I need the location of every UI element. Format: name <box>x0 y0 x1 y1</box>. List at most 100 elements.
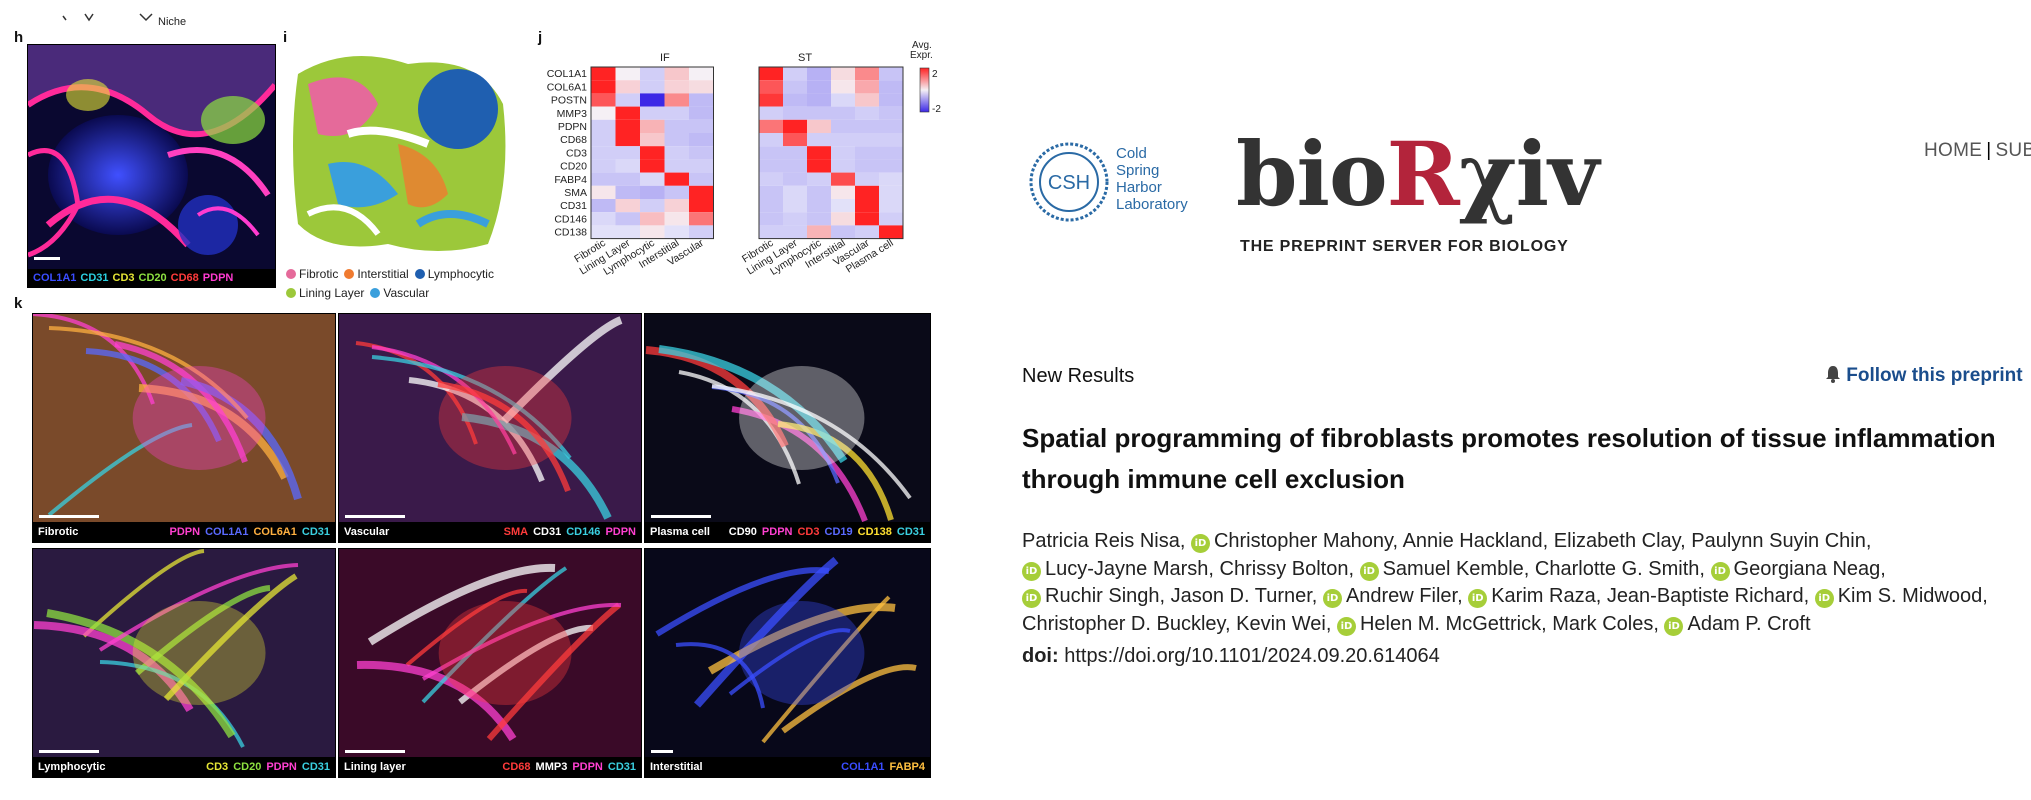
author[interactable]: Kevin Wei, <box>1236 613 1331 635</box>
author-name: Christopher D. Buckley, <box>1022 612 1231 635</box>
orcid-icon[interactable]: iD <box>1322 589 1342 608</box>
csh-abbr: CSH <box>1048 172 1090 194</box>
marker-label: COL1A1 <box>205 526 249 538</box>
author-line: Christopher D. Buckley, Kevin Wei, iD Hel… <box>1022 611 1988 639</box>
figure-panel: Niche h i j k COL1A1 CD31 CD3 CD20 CD68 PDPN <box>0 0 945 800</box>
heatmap-if-cell <box>591 199 616 213</box>
biorxiv-logo[interactable]: bioRχiv <box>1236 124 1599 224</box>
author[interactable]: iD Karim Raza, <box>1468 585 1601 608</box>
author[interactable]: Mark Coles, <box>1552 613 1659 635</box>
doi-line: doi: https://doi.org/10.1101/2024.09.20.… <box>1022 645 1440 668</box>
orcid-icon[interactable]: iD <box>1359 561 1379 581</box>
heatmap-if-cell <box>689 185 714 199</box>
heatmap-if-cell <box>591 119 616 133</box>
nav-home-link[interactable]: HOME <box>1924 140 1983 161</box>
heatmap-if-cell <box>615 80 640 94</box>
heatmap-st-cell <box>759 119 783 133</box>
csh-name: Cold Spring Harbor Laboratory <box>1116 145 1188 213</box>
orcid-icon[interactable]: iD <box>1664 616 1684 636</box>
csh-seal-icon: CSH <box>1029 142 1109 222</box>
tile-title: Interstitial <box>650 761 703 773</box>
author-list: Patricia Reis Nisa, iD Christopher Mahony… <box>1022 528 1988 638</box>
heatmap-row-label: COL1A1 <box>547 68 587 80</box>
orcid-icon[interactable]: iD <box>1710 561 1730 581</box>
heatmap-if-cell <box>615 67 640 81</box>
scale-bar <box>39 515 99 518</box>
follow-preprint-button[interactable]: Follow this preprint <box>1825 365 2023 387</box>
author[interactable]: iD Samuel Kemble, <box>1359 557 1530 581</box>
tile-markers: PDPN COL1A1 COL6A1 CD31 <box>165 526 331 538</box>
author[interactable]: iD Andrew Filer, <box>1322 585 1463 608</box>
legend-item: Fibrotic <box>286 267 338 281</box>
csh-line: Harbor <box>1116 179 1162 196</box>
scale-bar <box>651 750 673 753</box>
heatmap-if-cell <box>664 159 689 173</box>
author[interactable]: iD Helen M. McGettrick, <box>1336 613 1547 636</box>
author[interactable]: Chrissy Bolton, <box>1220 558 1355 580</box>
heatmap-st-cell <box>783 212 807 226</box>
heatmap-if-cell <box>640 159 665 173</box>
orcid-icon[interactable]: iD <box>1814 589 1834 608</box>
author[interactable]: iD Kim S. Midwood, <box>1814 585 1988 608</box>
colorbar-title-2: Expr. <box>910 50 933 61</box>
author[interactable]: Elizabeth Clay, <box>1554 530 1686 552</box>
marker-label: PDPN <box>202 272 234 284</box>
heatmap-st-cell <box>759 146 783 160</box>
panel-i-image <box>288 44 512 260</box>
author-name: Samuel Kemble, <box>1382 557 1530 580</box>
heatmap-st-cell <box>879 212 903 226</box>
author[interactable]: Patricia Reis Nisa, <box>1022 530 1185 552</box>
heatmap-st-cell <box>783 106 807 120</box>
panel-i-legend: Fibrotic Interstitial Lymphocytic Lining L… <box>286 263 526 301</box>
heatmap-if-cell <box>664 199 689 213</box>
legend-swatch <box>370 288 381 298</box>
heatmap-if-cell <box>591 80 616 94</box>
author[interactable]: Paulynn Suyin Chin, <box>1691 530 1871 552</box>
panel-k-caption: Vascular SMA CD31 CD146 PDPN <box>339 522 641 542</box>
heatmap-st-cell <box>855 67 879 81</box>
heatmap-st-cell <box>807 185 831 199</box>
author[interactable]: iD Ruchir Singh, <box>1022 585 1165 608</box>
author[interactable]: Charlotte G. Smith, <box>1535 558 1705 580</box>
marker-label: CD68 <box>502 761 531 773</box>
heatmap-if-cell <box>689 199 714 213</box>
heatmap-st-cell <box>783 159 807 173</box>
top-nav: HOME | SUB <box>1924 140 2031 162</box>
orcid-icon[interactable]: iD <box>1022 589 1041 608</box>
heatmap-row-label: POSTN <box>551 95 587 107</box>
heatmap-st-cell <box>855 80 879 94</box>
heatmap-if-cell <box>640 80 665 94</box>
heatmap-st-cell <box>855 119 879 133</box>
heatmap-st-cell <box>759 106 783 120</box>
heatmap-if-cell <box>615 106 640 120</box>
author[interactable]: Christopher D. Buckley, <box>1022 613 1231 635</box>
heatmap-if-cell <box>664 225 689 239</box>
heatmap-st-cell <box>831 119 855 133</box>
orcid-icon[interactable]: iD <box>1190 534 1210 553</box>
orcid-icon[interactable]: iD <box>1468 589 1488 608</box>
csh-logo[interactable]: CSH <box>1025 138 1113 230</box>
author[interactable]: Annie Hackland, <box>1403 530 1549 552</box>
author[interactable]: iD Christopher Mahony, <box>1190 530 1398 553</box>
author[interactable]: Jean-Baptiste Richard, <box>1607 585 1809 607</box>
author[interactable]: iD Lucy-Jayne Marsh, <box>1022 558 1214 581</box>
heatmap-st-cell <box>831 67 855 81</box>
heatmap-if-cell <box>591 185 616 199</box>
heatmap-if-cell <box>664 172 689 186</box>
author[interactable]: Jason D. Turner, <box>1171 585 1318 607</box>
panel-k-grid: Fibrotic PDPN COL1A1 COL6A1 CD31 Vascular SMA C… <box>32 313 931 778</box>
orcid-icon[interactable]: iD <box>1022 561 1041 581</box>
doi-link[interactable]: https://doi.org/10.1101/2024.09.20.61406… <box>1064 645 1440 667</box>
author[interactable]: iD Adam P. Croft <box>1664 613 1811 636</box>
heatmap-st-cell <box>783 225 807 239</box>
heatmap-st-cell <box>807 172 831 186</box>
nav-submit-link[interactable]: SUB <box>1995 140 2031 161</box>
heatmap-row-label: CD31 <box>560 200 587 212</box>
colorbar-title-1: Avg. <box>912 40 932 51</box>
author[interactable]: iD Georgiana Neag, <box>1710 558 1886 581</box>
heatmap-st-cell <box>759 133 783 147</box>
orcid-icon[interactable]: iD <box>1336 616 1356 636</box>
heatmap-if-cell <box>664 185 689 199</box>
panel-k-tissue-art <box>33 314 302 517</box>
